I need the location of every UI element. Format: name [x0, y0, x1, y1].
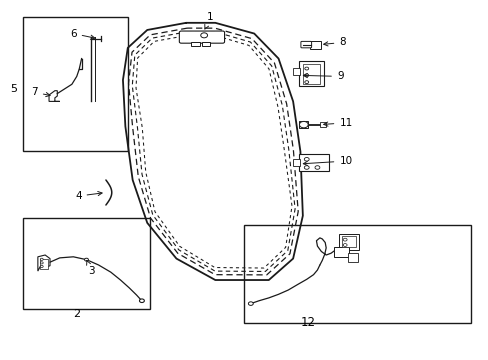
Bar	[319, 122, 325, 127]
Bar	[299, 121, 307, 128]
Circle shape	[248, 302, 253, 305]
Circle shape	[299, 121, 307, 128]
Bar	[302, 64, 320, 84]
Circle shape	[304, 74, 308, 77]
Text: 11: 11	[323, 118, 352, 128]
Circle shape	[40, 258, 43, 260]
Bar	[299, 61, 323, 86]
Bar	[292, 159, 299, 166]
Circle shape	[40, 262, 43, 264]
Text: 9: 9	[303, 71, 343, 81]
Bar	[334, 247, 348, 257]
Bar	[23, 18, 127, 152]
Polygon shape	[49, 91, 60, 102]
Circle shape	[139, 299, 144, 302]
Text: 7: 7	[31, 87, 50, 98]
Bar	[40, 258, 47, 269]
Bar	[23, 217, 149, 309]
Text: 8: 8	[323, 37, 345, 48]
Bar	[191, 42, 200, 46]
Circle shape	[304, 67, 308, 70]
Text: 10: 10	[303, 156, 352, 166]
Bar	[341, 236, 356, 247]
Circle shape	[304, 81, 308, 84]
Bar	[339, 234, 358, 249]
Text: 3: 3	[86, 260, 95, 276]
Circle shape	[40, 265, 43, 267]
Polygon shape	[38, 255, 50, 271]
Bar	[292, 68, 299, 75]
Text: 1: 1	[204, 13, 213, 29]
FancyBboxPatch shape	[300, 41, 311, 48]
Circle shape	[304, 157, 308, 161]
Text: 4: 4	[75, 191, 102, 201]
Text: 6: 6	[70, 28, 95, 39]
Circle shape	[314, 166, 319, 169]
Bar	[201, 42, 210, 46]
Circle shape	[201, 33, 207, 38]
Bar	[299, 154, 328, 171]
Text: 2: 2	[73, 309, 80, 319]
Bar	[244, 225, 469, 323]
Bar	[309, 41, 320, 49]
Text: 5: 5	[10, 84, 17, 94]
Circle shape	[343, 244, 346, 247]
FancyBboxPatch shape	[179, 31, 224, 43]
Text: 12: 12	[300, 316, 315, 329]
Circle shape	[343, 238, 346, 241]
Bar	[347, 253, 358, 262]
Circle shape	[304, 166, 308, 169]
Circle shape	[84, 258, 88, 261]
